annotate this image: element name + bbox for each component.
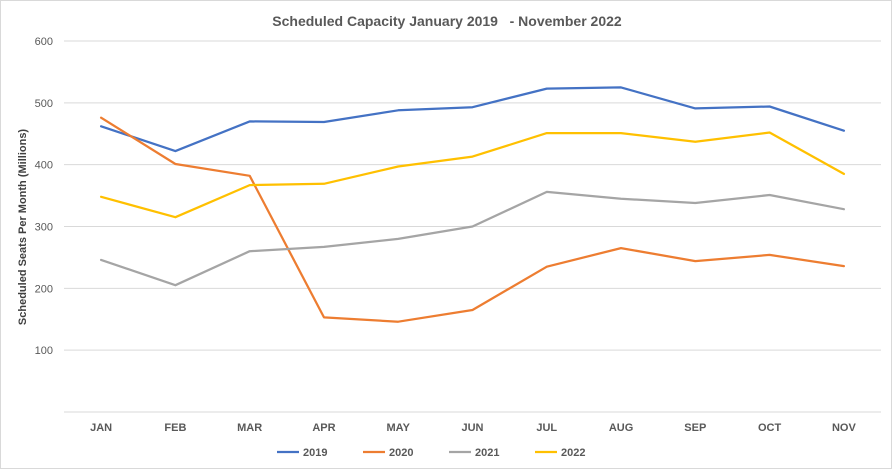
y-axis-label: Scheduled Seats Per Month (Millions) [17, 129, 29, 326]
legend-label: 2019 [303, 447, 327, 459]
x-tick-label: NOV [832, 422, 857, 434]
x-axis-ticks: JAN FEB MAR APR MAY JUN JUL AUG SEP OCT NOV [90, 422, 856, 434]
x-tick-label: AUG [609, 422, 633, 434]
x-tick-label: JAN [90, 422, 112, 434]
legend-item-2021: 2021 [449, 447, 499, 459]
legend-item-2020: 2020 [363, 447, 413, 459]
y-tick-label: 200 [35, 283, 53, 295]
x-tick-label: OCT [758, 422, 782, 434]
legend-item-2022: 2022 [535, 447, 585, 459]
legend-item-2019: 2019 [277, 447, 327, 459]
x-tick-label: SEP [684, 422, 706, 434]
y-tick-label: 400 [35, 160, 53, 172]
y-tick-label: 600 [35, 36, 53, 48]
series-lines [99, 86, 846, 323]
chart-title: Scheduled Capacity January 2019 - Novemb… [272, 13, 622, 29]
x-tick-label: JUN [461, 422, 483, 434]
y-tick-label: 300 [35, 222, 53, 234]
legend-label: 2022 [561, 447, 585, 459]
x-tick-label: FEB [164, 422, 186, 434]
x-tick-label: APR [312, 422, 335, 434]
series-line-2022 [99, 131, 846, 219]
y-tick-label: 500 [35, 98, 53, 110]
y-axis-ticks: 100 200 300 400 500 600 [35, 36, 53, 357]
series-line-2019 [99, 86, 846, 153]
legend-label: 2020 [389, 447, 413, 459]
x-tick-label: MAR [237, 422, 262, 434]
x-tick-label: JUL [536, 422, 557, 434]
legend: 2019 2020 2021 2022 [277, 447, 585, 459]
legend-label: 2021 [475, 447, 499, 459]
y-tick-label: 100 [35, 345, 53, 357]
x-tick-label: MAY [387, 422, 411, 434]
series-line-2020 [99, 116, 846, 323]
series-line-2021 [99, 190, 846, 287]
